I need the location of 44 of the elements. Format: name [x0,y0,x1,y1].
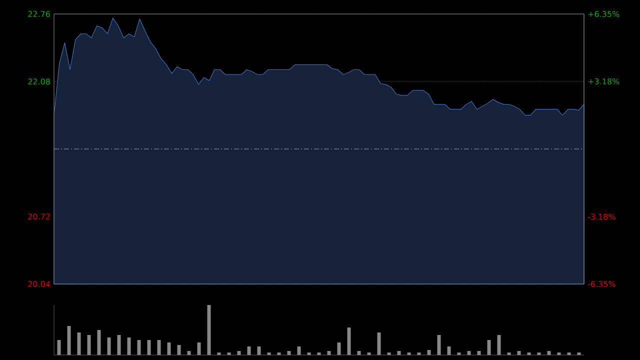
bar [137,340,141,355]
bar [77,332,81,355]
bar [207,305,211,355]
y2-tick-label: -3.18% [588,214,616,220]
bar [287,351,291,355]
bar [147,340,151,355]
y-tick-label: 20.04 [28,280,50,288]
bar [167,342,171,355]
bar [57,340,61,355]
bar [377,332,381,355]
bar [187,351,191,355]
bar [427,350,431,355]
y-tick-label: 22.76 [28,10,50,18]
bar [87,335,91,355]
y-tick-label: 22.08 [28,78,50,85]
y2-tick-label: +3.18% [588,78,620,84]
bar [337,342,341,355]
bar [447,346,451,355]
bar [547,351,551,355]
bar [237,351,241,355]
bar [357,351,361,355]
bar [247,346,251,355]
bar [467,351,471,355]
bar [157,340,161,355]
bar [197,342,201,355]
bar [517,351,521,355]
bar [327,351,331,355]
bar [477,351,481,355]
y2-tick-label: -6.35% [588,280,616,288]
bar [487,340,491,355]
bar [497,335,501,355]
bar [67,326,71,355]
bar [177,345,181,355]
bar [297,346,301,355]
bar [397,351,401,355]
y2-tick-label: +6.35% [588,10,620,18]
bar [97,330,101,355]
bar [257,346,261,355]
bar [117,335,121,355]
bar [107,338,111,355]
y-tick-label: 20.72 [28,213,50,220]
bar [347,328,351,355]
bar [437,335,441,355]
bar [127,338,131,355]
